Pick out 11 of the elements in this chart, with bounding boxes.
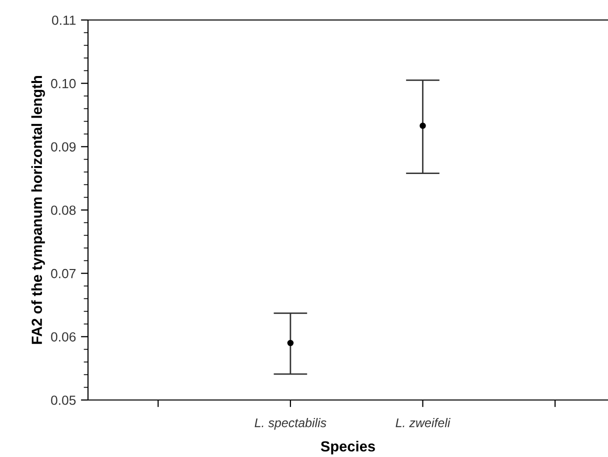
x-axis-title: Species <box>320 440 375 454</box>
y-tick-label: 0.08 <box>51 206 76 215</box>
y-axis-title: FA2 of the tympanum horizontal length <box>31 76 45 344</box>
x-tick-label: L. zweifeli <box>396 418 450 428</box>
x-tick-label: L. spectabilis <box>254 418 326 430</box>
y-tick-label: 0.07 <box>51 268 76 278</box>
y-tick-label: 0.09 <box>51 142 76 152</box>
y-tick-label: 0.11 <box>52 16 76 25</box>
y-tick-label: 0.10 <box>51 78 76 88</box>
y-tick-label: 0.06 <box>51 332 76 342</box>
y-tick-label: 0.05 <box>51 396 76 405</box>
